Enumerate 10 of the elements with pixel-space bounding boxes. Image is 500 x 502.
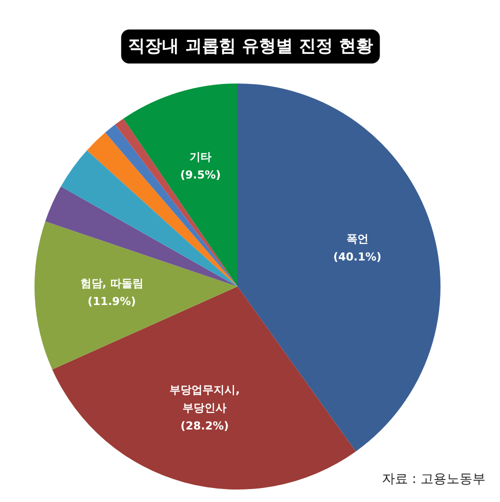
slice-label: 부당업무지시, 부당인사: [170, 384, 240, 415]
data-label: (40.1%): [333, 250, 382, 264]
data-label: (9.5%): [180, 168, 221, 182]
data-label: (11.9%): [88, 294, 136, 308]
slice-label: 기타: [189, 150, 212, 164]
chart-title: 직장내 괴롭힘 유형별 진정 현황: [128, 36, 373, 56]
slice-label: 험담, 따돌림: [80, 276, 144, 290]
data-label: (28.2%): [180, 420, 229, 433]
text: 자료 : 고용노동부: [382, 472, 486, 487]
slice-label: 폭언: [346, 232, 368, 246]
